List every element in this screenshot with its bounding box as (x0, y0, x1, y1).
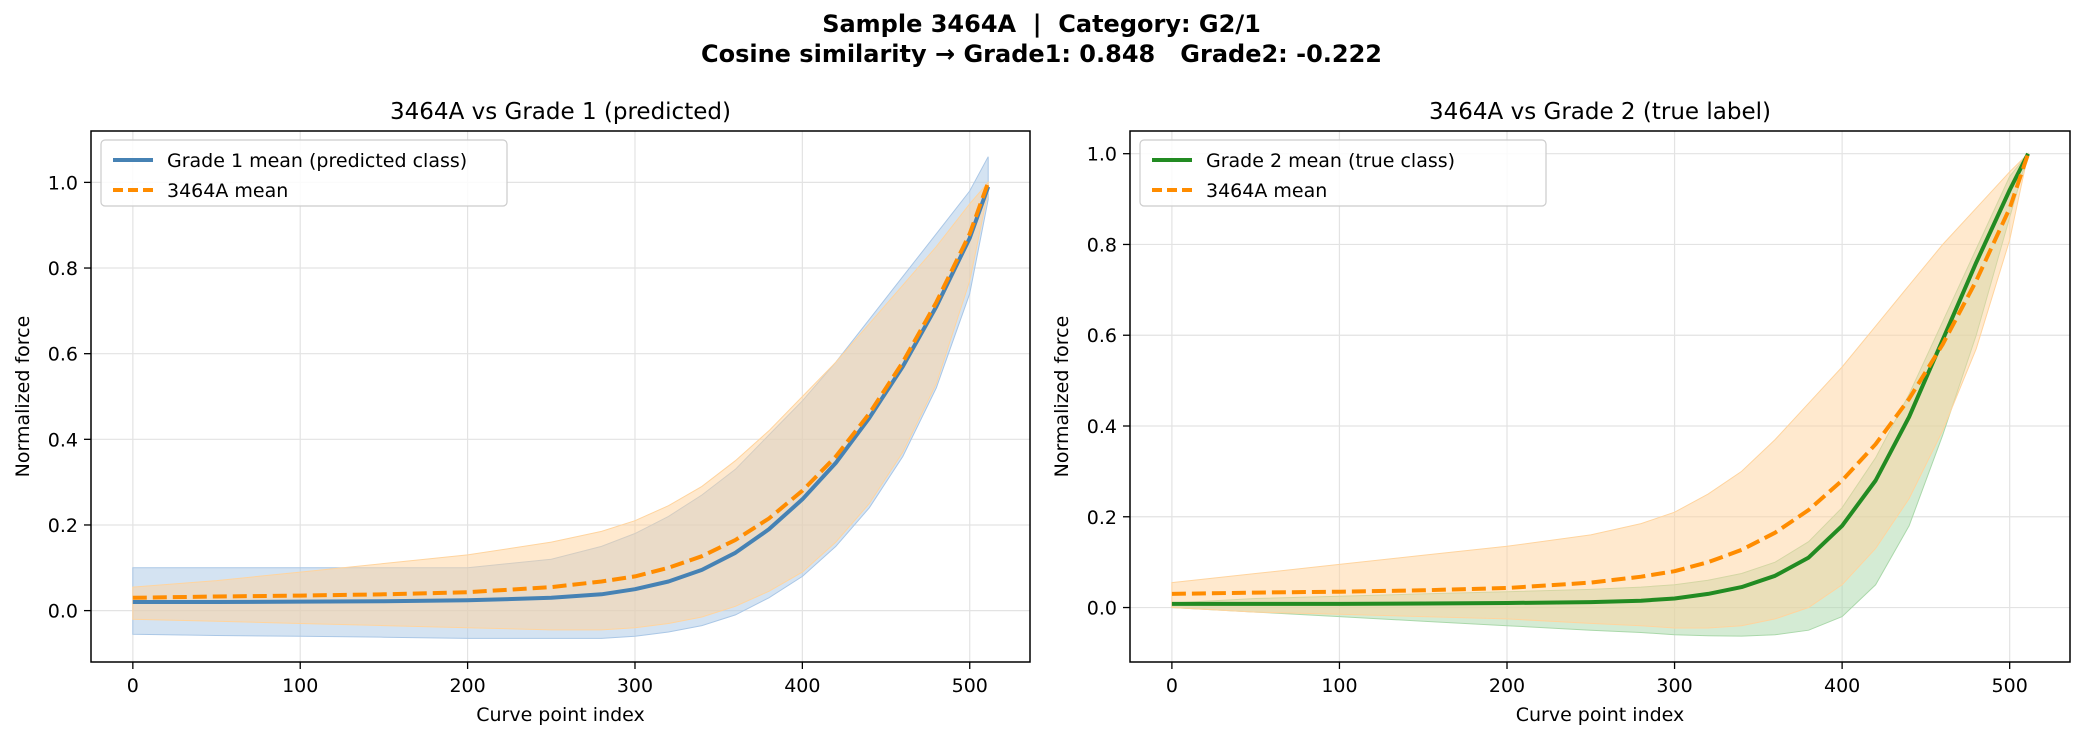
y-tick-label: 0.6 (48, 344, 78, 366)
y-tick-label: 0.6 (1087, 325, 1117, 347)
y-tick-label: 0.0 (48, 601, 78, 623)
legend-label-1: 3464A mean (167, 180, 288, 202)
y-tick-label: 0.2 (1087, 507, 1117, 529)
y-tick-label: 0.8 (48, 258, 78, 280)
legend-box (100, 139, 508, 207)
x-axis-label: Curve point index (1516, 704, 1685, 726)
series-line-0 (1171, 152, 2030, 606)
chart-title: 3464A vs Grade 1 (predicted) (390, 99, 731, 125)
y-tick-label: 0.8 (1087, 234, 1117, 256)
y-tick-label: 1.0 (48, 172, 78, 194)
figure-suptitle-line1: Sample 3464A | Category: G2/1 (822, 10, 1261, 38)
chart-panel-grade1: 0 100 200 300 400 500 0.0 0.2 0.4 0.6 0.8 1.0 3464A … (12, 99, 1031, 726)
y-axis-label: Normalized force (1051, 316, 1073, 478)
x-tick-label: 400 (1824, 675, 1860, 697)
y-tick-label: 0.2 (48, 515, 78, 537)
x-tick-label: 100 (1321, 675, 1357, 697)
x-tick-label: 0 (127, 675, 139, 697)
x-tick-label: 400 (784, 675, 820, 697)
x-tick-label: 100 (282, 675, 318, 697)
y-tick-label: 1.0 (1087, 144, 1117, 166)
x-tick-label: 200 (1489, 675, 1525, 697)
series-line-0 (132, 186, 991, 604)
series-band-1 (1171, 152, 2029, 629)
legend-box (1139, 139, 1547, 207)
x-tick-label: 0 (1166, 675, 1178, 697)
series-line-1 (132, 181, 991, 600)
plot-frame (90, 130, 1031, 663)
y-tick-label: 0.4 (1087, 416, 1117, 438)
series-band-1 (132, 181, 989, 631)
x-tick-label: 500 (952, 675, 988, 697)
x-tick-label: 500 (1992, 675, 2028, 697)
x-tick-label: 300 (617, 675, 653, 697)
plot-frame (1129, 130, 2071, 663)
chart-title: 3464A vs Grade 2 (true label) (1429, 99, 1771, 125)
series-line-1 (1171, 153, 2030, 596)
chart-legend: Grade 1 mean (predicted class) 3464A mean (100, 139, 508, 207)
x-axis-label: Curve point index (476, 704, 645, 726)
legend-label-0: Grade 1 mean (predicted class) (167, 150, 467, 172)
figure-suptitle-line2: Cosine similarity → Grade1: 0.848 Grade2… (700, 40, 1383, 68)
legend-label-0: Grade 2 mean (true class) (1206, 150, 1455, 172)
chart-panel-grade2: 0 100 200 300 400 500 0.0 0.2 0.4 0.6 0.8 1.0 3464A … (1051, 99, 2071, 726)
y-tick-label: 0.4 (48, 429, 78, 451)
legend-label-1: 3464A mean (1206, 180, 1327, 202)
y-axis-label: Normalized force (12, 316, 34, 478)
chart-legend: Grade 2 mean (true class) 3464A mean (1139, 139, 1547, 207)
x-tick-label: 200 (449, 675, 485, 697)
x-tick-label: 300 (1656, 675, 1692, 697)
y-tick-label: 0.0 (1087, 598, 1117, 620)
